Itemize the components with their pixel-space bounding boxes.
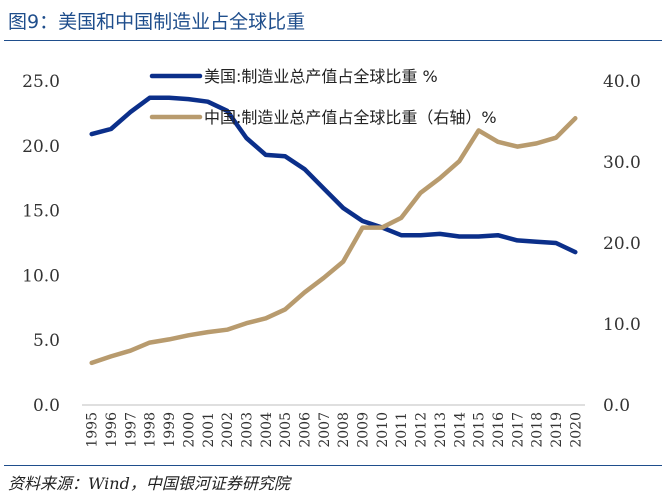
figure-title: 图9：美国和中国制造业占全球比重 bbox=[8, 11, 306, 33]
right-tick-label: 0.0 bbox=[603, 396, 630, 416]
x-tick-label: 1997 bbox=[123, 412, 139, 448]
x-tick-label: 2004 bbox=[259, 412, 275, 448]
legend: 美国:制造业总产值占全球比重 % 中国:制造业总产值占全球比重（右轴）% bbox=[149, 67, 497, 127]
x-tick-label: 2016 bbox=[491, 412, 507, 448]
china-series-line bbox=[89, 116, 578, 366]
legend-label: 美国:制造业总产值占全球比重 % bbox=[204, 67, 438, 86]
right-tick-label: 30.0 bbox=[603, 153, 641, 173]
source-rule bbox=[4, 465, 662, 466]
x-tick-label: 2009 bbox=[356, 412, 372, 448]
x-tick-label: 2013 bbox=[433, 412, 449, 448]
x-tick-label: 1996 bbox=[104, 412, 120, 448]
right-tick-label: 40.0 bbox=[603, 72, 641, 92]
x-tick-label: 1995 bbox=[85, 412, 101, 448]
x-tick-label: 2001 bbox=[201, 412, 217, 448]
x-tick-label: 2014 bbox=[452, 412, 468, 448]
left-tick-label: 0.0 bbox=[33, 396, 60, 416]
x-tick-label: 2011 bbox=[394, 412, 410, 448]
x-tick-label: 2007 bbox=[317, 412, 333, 448]
x-tick-label: 2005 bbox=[278, 412, 294, 448]
x-tick-label: 2015 bbox=[472, 412, 488, 448]
left-tick-label: 15.0 bbox=[22, 202, 60, 222]
left-y-axis: 0.0 5.0 10.0 15.0 20.0 25.0 bbox=[22, 72, 60, 416]
x-tick-label: 2020 bbox=[568, 412, 584, 448]
x-tick-label: 2017 bbox=[510, 412, 526, 448]
x-tick-label: 2000 bbox=[181, 412, 197, 448]
x-tick-label: 2006 bbox=[297, 412, 313, 448]
x-tick-label: 2018 bbox=[530, 412, 546, 448]
series-layer bbox=[89, 95, 578, 366]
x-tick-label: 2010 bbox=[375, 412, 391, 448]
x-tick-label: 2003 bbox=[239, 412, 255, 448]
title-rule bbox=[4, 40, 662, 41]
right-y-axis: 0.0 10.0 20.0 30.0 40.0 bbox=[603, 72, 641, 416]
legend-label: 中国:制造业总产值占全球比重（右轴）% bbox=[204, 108, 497, 127]
left-tick-label: 25.0 bbox=[22, 72, 60, 92]
right-tick-label: 20.0 bbox=[603, 234, 641, 254]
x-tick-label: 2012 bbox=[414, 412, 430, 448]
left-tick-label: 5.0 bbox=[33, 331, 60, 351]
x-axis: 1995 1996 1997 1998 1999 2000 2001 2002 2003 2004… bbox=[82, 404, 585, 448]
left-tick-label: 20.0 bbox=[22, 137, 60, 157]
left-tick-label: 10.0 bbox=[22, 266, 60, 286]
x-tick-label: 2008 bbox=[336, 412, 352, 448]
x-tick-label: 1999 bbox=[162, 412, 178, 448]
source-note: 资料来源：Wind，中国银河证券研究院 bbox=[8, 474, 290, 493]
x-tick-label: 2019 bbox=[549, 412, 565, 448]
us-series-line bbox=[89, 95, 578, 255]
right-tick-label: 10.0 bbox=[603, 315, 641, 335]
x-tick-label: 2002 bbox=[220, 412, 236, 448]
x-tick-label: 1998 bbox=[143, 412, 159, 448]
